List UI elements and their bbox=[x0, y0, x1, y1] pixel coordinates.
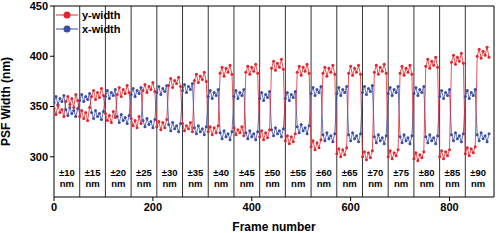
svg-text:±40nm: ±40nm bbox=[213, 167, 229, 189]
svg-text:±20nm: ±20nm bbox=[110, 167, 126, 189]
svg-text:±15nm: ±15nm bbox=[85, 167, 101, 189]
svg-text:±60nm: ±60nm bbox=[316, 167, 332, 189]
svg-text:PSF Width (nm): PSF Width (nm) bbox=[8, 57, 13, 146]
svg-text:±35nm: ±35nm bbox=[188, 167, 204, 189]
svg-text:400: 400 bbox=[30, 50, 48, 62]
svg-text:±80nm: ±80nm bbox=[419, 167, 435, 189]
svg-text:±70nm: ±70nm bbox=[367, 167, 383, 189]
svg-text:400: 400 bbox=[243, 201, 261, 213]
svg-text:Frame number: Frame number bbox=[232, 220, 316, 233]
svg-text:450: 450 bbox=[30, 0, 48, 12]
svg-text:±25nm: ±25nm bbox=[136, 167, 152, 189]
svg-text:±50nm: ±50nm bbox=[265, 167, 281, 189]
svg-text:0: 0 bbox=[51, 201, 57, 213]
svg-text:±45nm: ±45nm bbox=[239, 167, 255, 189]
svg-text:±65nm: ±65nm bbox=[342, 167, 358, 189]
html-text:x-width: x-width bbox=[82, 23, 121, 35]
svg-text:600: 600 bbox=[341, 201, 359, 213]
html-text:y-width: y-width bbox=[82, 9, 121, 21]
svg-text:350: 350 bbox=[30, 100, 48, 112]
svg-text:±30nm: ±30nm bbox=[162, 167, 178, 189]
svg-text:±85nm: ±85nm bbox=[445, 167, 461, 189]
svg-text:±55nm: ±55nm bbox=[290, 167, 306, 189]
svg-text:800: 800 bbox=[440, 201, 458, 213]
svg-text:±10nm: ±10nm bbox=[59, 167, 75, 189]
svg-text:200: 200 bbox=[144, 201, 162, 213]
svg-text:±75nm: ±75nm bbox=[393, 167, 409, 189]
svg-text:300: 300 bbox=[30, 151, 48, 163]
svg-text:±90nm: ±90nm bbox=[470, 167, 486, 189]
